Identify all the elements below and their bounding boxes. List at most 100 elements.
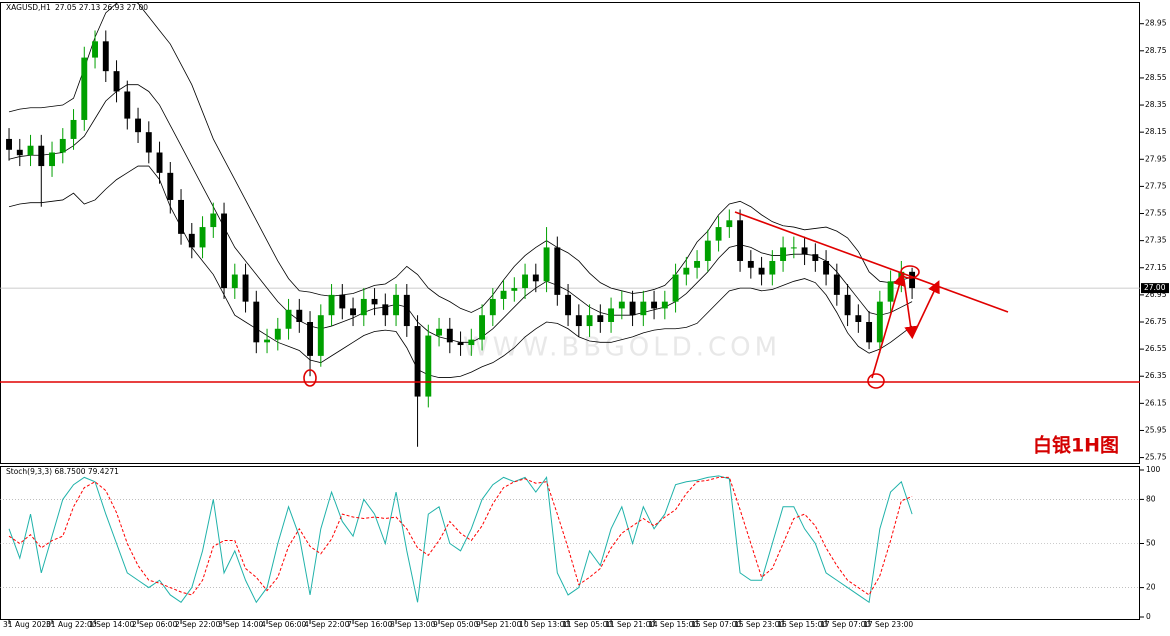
band-upper	[8, 2, 913, 313]
x-tick-label: 14 Sep 15:00	[648, 620, 698, 629]
candle-body	[694, 260, 701, 268]
candle-body	[715, 227, 722, 241]
candle-body	[38, 145, 45, 167]
x-tick-label: 31 Aug 22:00	[46, 620, 97, 629]
main-plot	[0, 2, 1140, 447]
candle-body	[6, 138, 12, 150]
candle-body	[16, 149, 23, 156]
candle-body	[145, 132, 152, 153]
candle-body	[425, 335, 432, 397]
candle-body	[747, 260, 754, 268]
y-tick-label: 25.75	[1145, 453, 1167, 462]
candle-body	[274, 328, 281, 340]
candle-body	[59, 138, 66, 153]
candle-body	[618, 301, 625, 309]
main-panel	[0, 2, 1140, 464]
candle-body	[124, 91, 131, 119]
y-tick-label: 25.95	[1145, 425, 1167, 434]
x-tick-label: 3 Sep 14:00	[218, 620, 264, 629]
candle-body	[27, 145, 34, 156]
candle-body	[586, 315, 593, 327]
y-tick-label: 27.95	[1145, 154, 1167, 163]
x-tick-label: 7 Sep 16:00	[347, 620, 393, 629]
candle-body	[479, 315, 486, 340]
candle-body	[371, 298, 378, 305]
candle-body	[317, 315, 324, 356]
y-tick-label: 100	[1146, 465, 1161, 474]
candle-body	[210, 213, 217, 228]
y-tick-label: 50	[1146, 539, 1156, 548]
y-tick-label: 0	[1146, 612, 1151, 621]
x-tick-label: 10 Sep 13:00	[519, 620, 569, 629]
candle-body	[823, 260, 830, 275]
candle-body	[328, 294, 335, 316]
candle-body	[102, 41, 109, 72]
candle-body	[629, 301, 636, 316]
y-tick-label: 28.35	[1145, 100, 1167, 109]
candle-body	[231, 274, 238, 289]
candle-body	[704, 240, 711, 261]
candle-body	[844, 294, 851, 316]
candle-body	[446, 328, 453, 343]
x-tick-label: 2 Sep 22:00	[175, 620, 221, 629]
x-tick-label: 15 Sep 23:00	[734, 620, 784, 629]
chart-title: XAGUSD,H1	[6, 3, 51, 12]
y-tick-label: 28.75	[1145, 46, 1167, 55]
candle-body	[758, 267, 765, 275]
x-tick-label: 16 Sep 15:00	[777, 620, 827, 629]
candle-body	[457, 342, 464, 346]
candle-body	[350, 308, 357, 316]
candle-body	[113, 71, 120, 92]
y-tick-label: 26.55	[1145, 344, 1167, 353]
x-tick-label: 17 Sep 07:00	[820, 620, 870, 629]
x-tick-label: 11 Sep 05:00	[562, 620, 612, 629]
circle	[303, 369, 317, 387]
arrow	[911, 280, 940, 339]
y-tick-label: 26.75	[1145, 317, 1167, 326]
candle-body	[554, 247, 561, 295]
circle	[900, 265, 920, 279]
annotations	[0, 211, 1140, 389]
arrow	[871, 272, 906, 379]
circle	[867, 373, 885, 389]
candle-body	[608, 308, 615, 322]
last-price-label: 27.00	[1144, 283, 1166, 292]
y-tick-label: 20	[1146, 583, 1156, 592]
candle-body	[307, 321, 314, 356]
candle-body	[726, 220, 733, 228]
ohlc-info: 27.05 27.13 26.93 27.00	[55, 3, 148, 12]
x-tick-label: 8 Sep 13:00	[390, 620, 436, 629]
arrow	[903, 279, 917, 340]
candle-body	[285, 309, 292, 329]
trend-line	[734, 211, 1009, 313]
y-tick-label: 28.15	[1145, 127, 1167, 136]
watermark: WWW.BBGOLD.COM	[463, 333, 781, 363]
y-tick-label: 26.15	[1145, 398, 1167, 407]
stoch-title: Stoch(9,3,3) 68.7500 79.4271	[6, 467, 119, 476]
stoch-line	[8, 476, 913, 596]
candle-body	[49, 152, 55, 167]
candle-body	[167, 172, 174, 200]
candle-body	[876, 301, 883, 343]
candle-body	[855, 315, 862, 322]
x-tick-label: 4 Sep 22:00	[304, 620, 350, 629]
candle-body	[833, 274, 840, 295]
candle-body	[640, 301, 647, 316]
candle-body	[737, 220, 744, 261]
candle-body	[769, 260, 776, 275]
candle-body	[468, 339, 475, 346]
candle-body	[199, 227, 206, 248]
stoch-plot	[0, 475, 1140, 604]
candle-body	[683, 267, 690, 275]
band-middle	[8, 84, 913, 343]
candle-body	[403, 294, 410, 327]
y-tick-label: 80	[1146, 494, 1156, 503]
last-price-box	[1141, 283, 1169, 294]
candle-body	[188, 233, 195, 248]
candle-body	[92, 41, 98, 58]
candle-body	[909, 271, 916, 289]
candle-body	[360, 298, 367, 316]
candle-body	[489, 298, 496, 316]
y-tick-label: 26.35	[1145, 371, 1167, 380]
stoch-panel	[0, 466, 1140, 620]
